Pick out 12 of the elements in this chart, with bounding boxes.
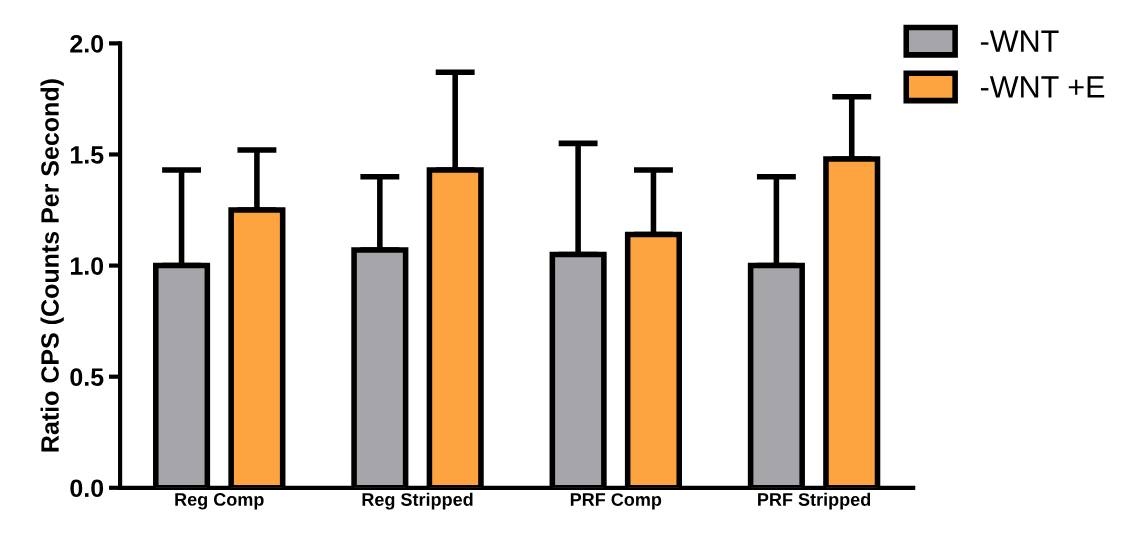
legend-label: -WNT +E	[980, 76, 1105, 98]
y-axis-title: Ratio CPS (Counts Per Second)	[40, 79, 64, 452]
legend-label: -WNT	[980, 30, 1059, 52]
x-tick-label: Reg Comp	[175, 493, 264, 510]
y-tick-label: 0.5	[70, 368, 104, 386]
y-tick-label: 2.0	[70, 34, 104, 53]
x-tick-label: Reg Stripped	[362, 492, 473, 510]
y-tick-label: 1.5	[70, 146, 104, 164]
x-tick-label: PRF Comp	[570, 493, 662, 510]
y-tick-label: 1.0	[70, 257, 104, 275]
y-tick-label: 0.0	[70, 479, 104, 498]
x-tick-label: PRF Stripped	[758, 492, 871, 510]
